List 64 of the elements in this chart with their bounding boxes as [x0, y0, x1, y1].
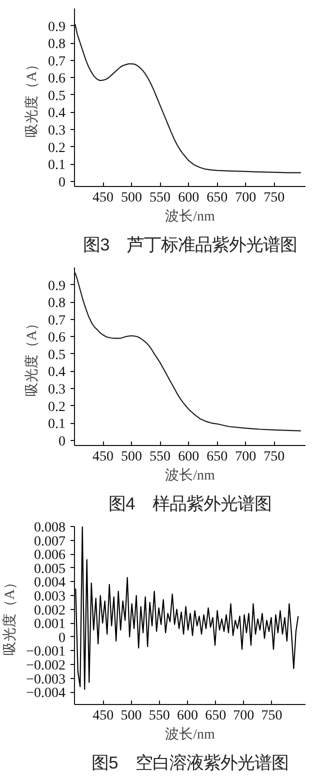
x-tick-label: 450 [92, 450, 114, 464]
y-tick-label: 0.002 [34, 603, 66, 618]
y-tick-label: 0.4 [48, 106, 66, 122]
x-tick-label: 600 [176, 708, 198, 724]
x-tick-label: 650 [206, 190, 228, 206]
y-tick-label: 0.3 [48, 123, 66, 138]
line-series [75, 526, 299, 690]
y-tick-label: 0.5 [48, 88, 66, 104]
text: 图4 样品紫外光谱图 [108, 494, 272, 514]
y-tick-label: 0.6 [48, 72, 66, 87]
y-tick-label: 0.9 [48, 20, 66, 35]
y-tick-label: −0.001 [26, 644, 66, 660]
x-tick-label: 650 [206, 450, 228, 464]
y-tick-label: 0.7 [48, 313, 66, 328]
y-tick-label: 0.003 [34, 589, 66, 604]
x-tick-label: 600 [178, 190, 200, 206]
y-tick-label: 0.008 [34, 520, 66, 536]
x-tick-label: 700 [235, 450, 256, 464]
x-tick-label: 450 [92, 708, 114, 724]
x-axis-title: 波长/nm [165, 208, 215, 224]
y-tick-label: 0.2 [48, 400, 66, 415]
x-tick-label: 500 [121, 190, 142, 206]
y-tick-label: 0.6 [48, 330, 66, 346]
y-tick-label: 0.1 [48, 417, 66, 432]
x-tick-label: 650 [205, 708, 226, 724]
x-tick-label: 550 [150, 190, 171, 206]
x-axis-title: 波长/nm [165, 468, 215, 484]
x-tick-label: 500 [121, 450, 142, 464]
x-tick-label: 550 [148, 708, 170, 724]
x-axis-title: 波长/nm [165, 726, 215, 742]
y-tick-label: 0.004 [34, 576, 66, 591]
text: 图3 芦丁标准品紫外光谱图 [83, 234, 297, 254]
x-tick-label: 750 [264, 190, 285, 206]
x-tick-label: 600 [178, 450, 200, 464]
y-axis-title: 吸光度（A） [24, 316, 40, 397]
x-tick-label: 750 [261, 708, 282, 724]
y-tick-label: −0.004 [26, 686, 66, 702]
y-tick-label: 0.4 [48, 365, 66, 380]
y-axis-title: 吸光度（A） [2, 575, 18, 656]
y-tick-label: 0.9 [48, 278, 66, 294]
x-tick-label: 700 [235, 190, 256, 206]
y-tick-label: 0 [58, 175, 66, 190]
x-tick-label: 500 [120, 708, 142, 724]
y-tick-label: 0 [58, 630, 66, 646]
x-tick-label: 700 [233, 708, 254, 724]
y-tick-label: 0.7 [48, 54, 66, 70]
y-tick-label: 0.1 [48, 158, 66, 174]
x-tick-label: 450 [92, 190, 114, 206]
y-tick-label: 0.2 [48, 140, 66, 156]
y-axis-title: 吸光度（A） [24, 57, 40, 138]
text: 图5 空白溶液紫外光谱图 [92, 752, 288, 772]
y-tick-label: 0.006 [34, 548, 66, 564]
y-tick-label: 0.001 [34, 617, 66, 632]
y-tick-label: 0.8 [48, 37, 66, 52]
y-tick-label: 0.007 [34, 534, 66, 550]
y-tick-label: 0 [58, 434, 66, 450]
y-tick-label: −0.002 [26, 658, 66, 674]
y-tick-label: 0.8 [48, 296, 66, 312]
y-tick-label: 0.3 [48, 382, 66, 398]
y-tick-label: 0.005 [34, 562, 66, 577]
x-tick-label: 750 [264, 450, 285, 464]
y-tick-label: 0.5 [48, 348, 66, 363]
x-tick-label: 550 [150, 450, 171, 464]
y-tick-label: −0.003 [26, 672, 66, 688]
